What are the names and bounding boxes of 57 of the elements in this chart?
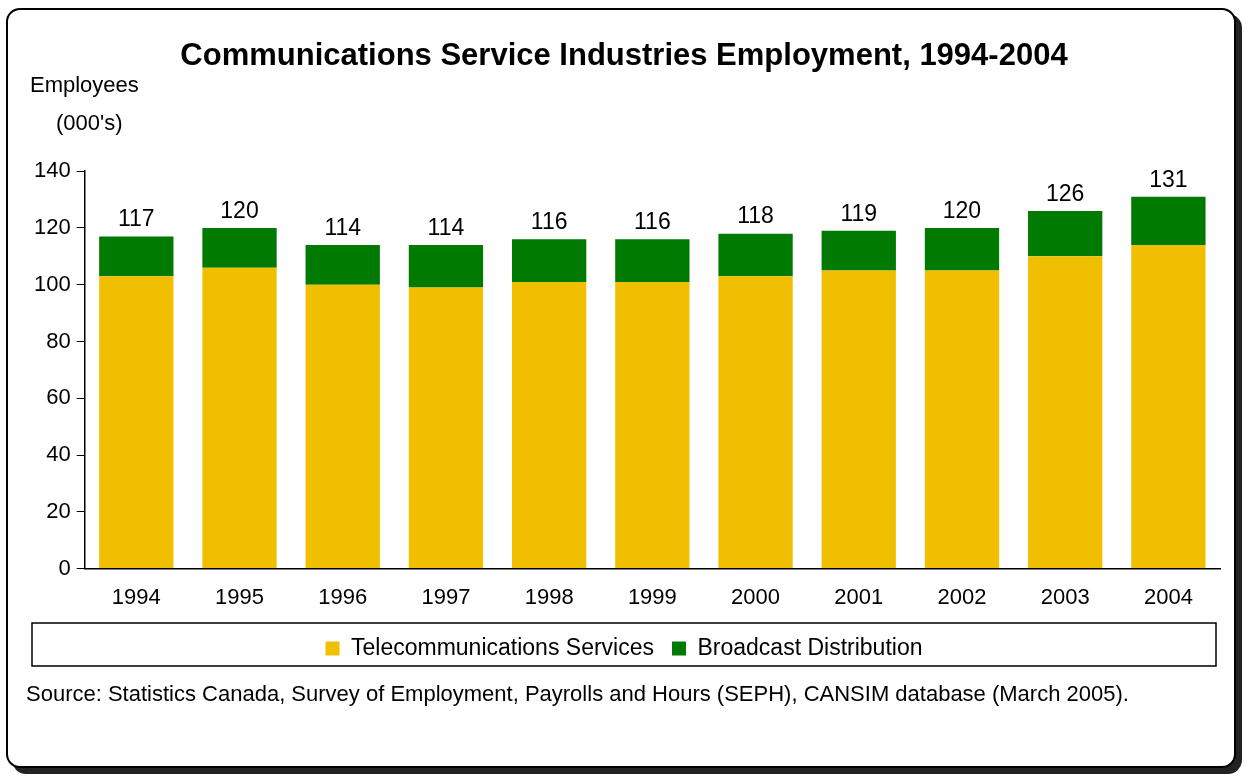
total-label: 117 <box>117 205 155 232</box>
x-tick-label: 1997 <box>421 583 471 609</box>
x-tick-label: 2003 <box>1040 583 1090 609</box>
total-label: 131 <box>1149 165 1188 192</box>
y-axis-title: Employees (000's) <box>30 72 139 135</box>
total-label: 114 <box>324 213 362 240</box>
y-tick-label: 60 <box>46 384 71 410</box>
bar <box>511 281 587 569</box>
y-tick-label: 40 <box>46 441 71 467</box>
x-tick-label: 1995 <box>215 583 264 609</box>
x-tick-label: 1998 <box>524 583 574 609</box>
y-tick-label: 140 <box>33 157 71 183</box>
y-tick-label: 0 <box>58 554 71 580</box>
x-tick-label: 2001 <box>834 583 884 609</box>
y-tick-label: 100 <box>33 270 71 296</box>
bar <box>99 236 174 277</box>
total-label: 114 <box>427 213 465 240</box>
bar <box>718 276 793 569</box>
total-label: 118 <box>737 202 774 229</box>
total-label: 126 <box>1046 179 1085 206</box>
x-tick-label: 1994 <box>111 583 161 609</box>
x-tick-label: 1996 <box>318 583 368 609</box>
bar <box>1028 256 1103 569</box>
bar <box>615 281 690 569</box>
total-label: 120 <box>942 196 982 223</box>
bar <box>99 276 174 569</box>
x-tick-label: 1999 <box>627 583 677 609</box>
bar <box>924 270 1000 569</box>
bar <box>305 245 380 285</box>
bar <box>924 227 1000 271</box>
bar <box>408 287 484 569</box>
x-tick-label: 2004 <box>1143 583 1193 609</box>
bar <box>202 227 277 268</box>
total-label: 116 <box>634 208 671 235</box>
bar <box>718 233 793 277</box>
legend-label: Telecommunications Services <box>351 633 654 660</box>
chart-title: Communications Service Industries Employment, 1994-2004 <box>180 37 1069 73</box>
bar <box>821 230 896 271</box>
total-label: 120 <box>220 196 259 223</box>
bar <box>408 245 484 288</box>
legend-label: Broadcast Distribution <box>697 633 923 660</box>
bar <box>821 270 896 569</box>
x-tick-label: 2000 <box>731 583 781 609</box>
bar <box>305 284 380 569</box>
bar <box>615 239 690 282</box>
x-tick-label: 2002 <box>937 583 987 609</box>
bar <box>1028 210 1103 257</box>
bar <box>202 267 277 569</box>
bar <box>511 239 587 282</box>
bar <box>1131 245 1206 569</box>
y-tick-label: 80 <box>46 327 71 353</box>
total-label: 119 <box>840 199 878 226</box>
total-label: 116 <box>530 208 568 235</box>
source-note: Source: Statistics Canada, Survey of Employment, Payrolls and Hours (SEPH), CANSIM database (March 2005). <box>26 680 1130 708</box>
y-tick-label: 120 <box>33 214 71 240</box>
bar <box>1131 196 1206 245</box>
y-tick-label: 20 <box>46 497 71 523</box>
